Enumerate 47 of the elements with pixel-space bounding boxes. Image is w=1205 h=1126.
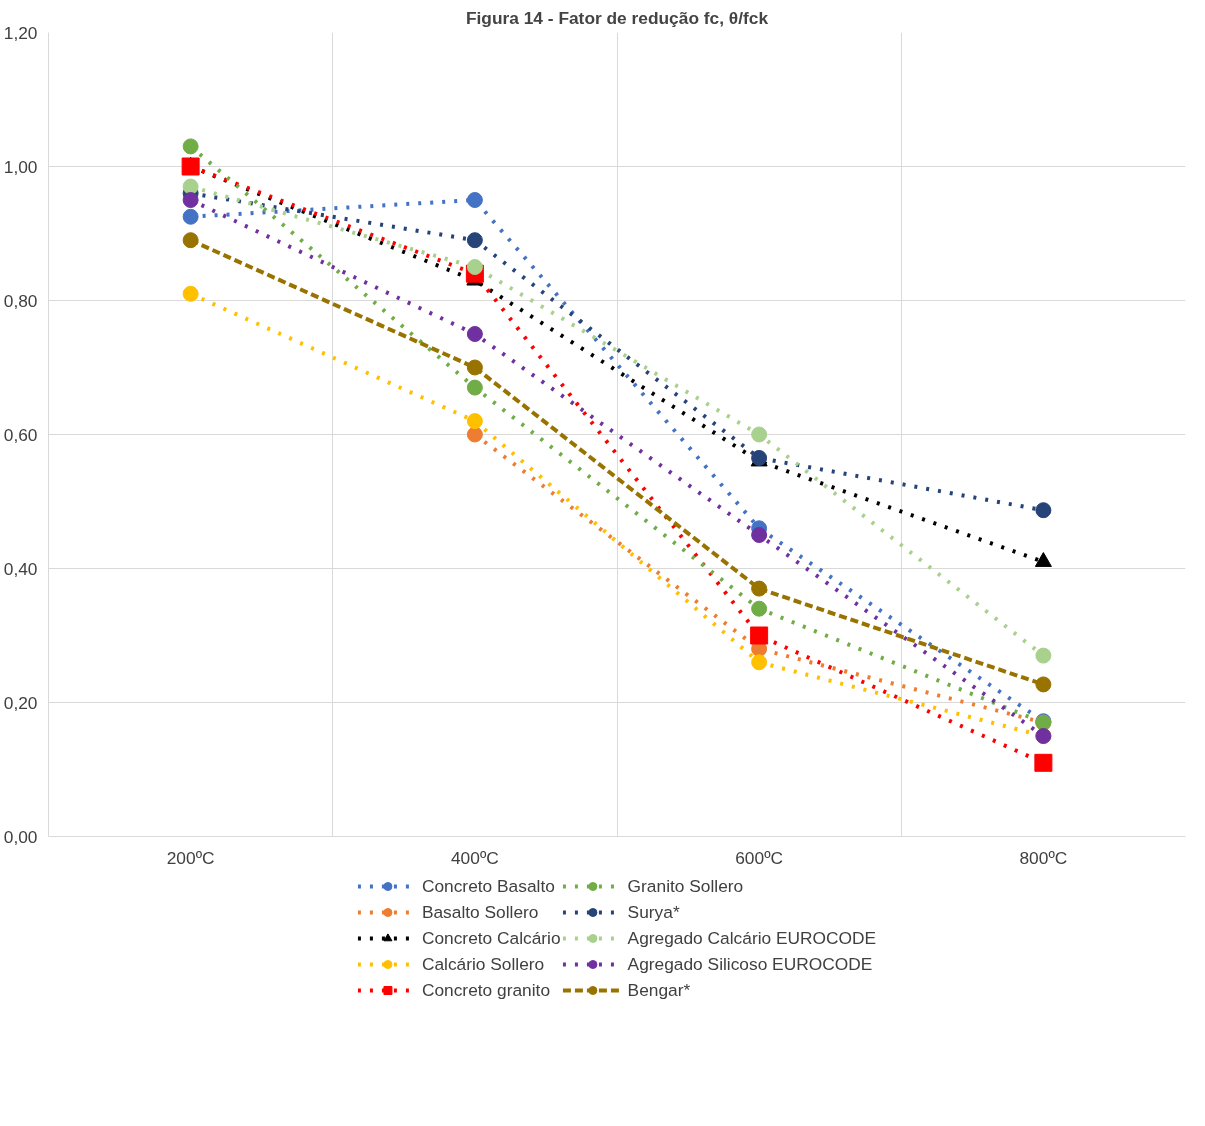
point [751,580,768,597]
point [751,527,768,543]
point [466,379,483,396]
y-tick-label: 1,20 [3,22,38,43]
point [182,232,199,249]
point [1034,753,1053,772]
legend-label: Bengar* [627,978,691,1002]
point [466,413,483,430]
legend-label: Basalto Sollero [421,900,539,924]
point [182,208,199,225]
y-tick-label: 0,20 [3,692,38,713]
legend-label: Agregado Silicoso EUROCODE [627,952,873,976]
x-tick-label: 800ºC [1019,847,1068,868]
point [1035,676,1052,693]
point [182,178,199,195]
point [182,192,199,208]
y-tick-label: 1,00 [3,156,38,177]
legend-label: Surya* [627,900,680,924]
point [466,232,483,249]
point [466,426,483,443]
y-tick-label: 0,40 [3,558,38,579]
x-tick-label: 600ºC [735,847,784,868]
legend-label: Calcário Sollero [421,952,545,976]
point [182,138,199,155]
legend-label: Concreto Basalto [421,874,555,898]
point [751,654,768,671]
y-tick-label: 0,00 [3,826,38,847]
point [751,600,768,617]
point [466,192,483,208]
point [751,426,768,443]
point [466,326,483,342]
point [466,359,483,376]
point [1035,502,1052,519]
x-tick-label: 400ºC [451,847,499,868]
point [750,626,769,645]
legend-label: Concreto granito [421,978,551,1002]
legend-label: Agregado Calcário EUROCODE [627,926,877,950]
y-tick-label: 0,60 [3,424,38,445]
legend-label: Granito Sollero [627,874,744,898]
chart-title: Figura 14 - Fator de redução fc, θ/fck [465,7,769,28]
point [1035,647,1052,664]
legend-label: Concreto Calcário [421,926,561,950]
point [182,285,199,302]
point [181,157,200,176]
y-tick-label: 0,80 [3,290,38,311]
point [466,259,483,275]
x-tick-label: 200ºC [166,847,215,868]
